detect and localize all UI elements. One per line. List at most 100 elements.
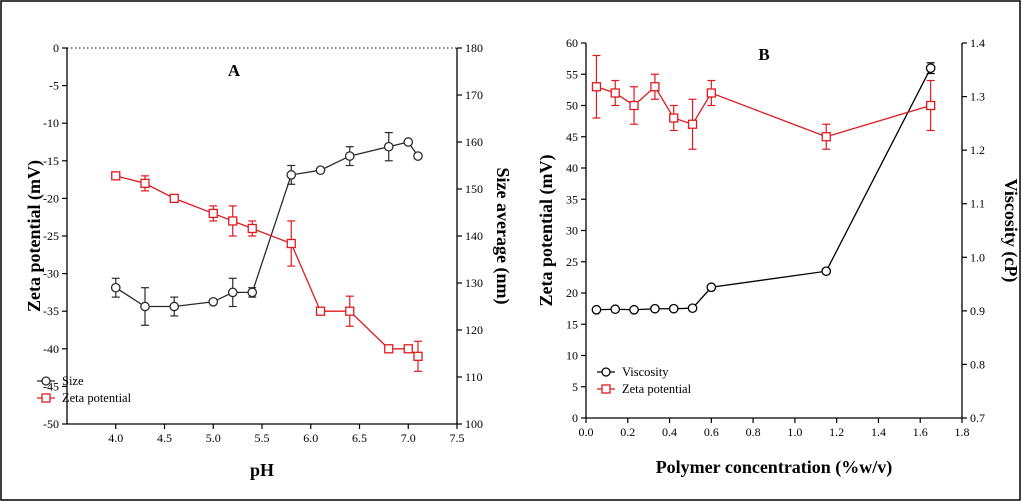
y-left-tick-label: 0 xyxy=(572,411,578,425)
series-square xyxy=(111,171,423,372)
series-circle xyxy=(110,132,423,326)
y-left-tick-label: -15 xyxy=(43,154,59,168)
x-tick-label: 5.5 xyxy=(255,431,270,445)
x-tick-label: 1.6 xyxy=(913,425,928,439)
data-point-square xyxy=(169,193,179,204)
legend-label: Viscosity xyxy=(622,365,669,379)
legend-marker-square xyxy=(41,393,51,403)
y-left-tick-label: 30 xyxy=(566,224,578,238)
y-left-tick-label: 15 xyxy=(566,317,578,331)
legend-entry: Zeta potential xyxy=(37,391,132,405)
x-tick-label: 6.0 xyxy=(303,431,318,445)
data-point-circle xyxy=(629,304,639,315)
x-tick-label: 5.0 xyxy=(206,431,221,445)
series-circle xyxy=(591,62,936,315)
data-point-circle xyxy=(383,141,394,152)
data-point-square xyxy=(345,306,355,316)
y-left-tick-label: 40 xyxy=(566,161,578,175)
y-left-tick-label: -40 xyxy=(43,342,59,356)
data-point-square xyxy=(208,208,218,219)
data-point-circle xyxy=(247,287,258,298)
x-tick-label: 6.5 xyxy=(352,431,367,445)
panel-a: 0-5-10-15-20-25-30-35-40-45-501801701601… xyxy=(24,41,513,480)
y-right-axis-title: Viscosity (cP) xyxy=(1000,179,1021,283)
x-tick-label: 0.2 xyxy=(620,425,635,439)
data-point-square xyxy=(413,351,423,361)
y-left-tick-label: -25 xyxy=(43,229,59,243)
data-point-square xyxy=(821,132,831,142)
y-right-tick-label: 120 xyxy=(465,323,483,337)
y-right-tick-label: 0.7 xyxy=(970,411,985,425)
data-point-circle xyxy=(821,266,832,277)
data-point-square xyxy=(403,344,413,354)
data-point-square xyxy=(315,306,326,316)
y-left-tick-label: -5 xyxy=(49,79,59,93)
data-point-square xyxy=(669,113,679,123)
data-point-square xyxy=(650,82,660,92)
x-axis-title: pH xyxy=(250,460,274,480)
x-axis-title: Polymer concentration (%w/v) xyxy=(656,457,893,478)
y-left-tick-label: 25 xyxy=(566,255,578,269)
legend-entry: Viscosity xyxy=(597,365,669,379)
data-point-circle xyxy=(344,151,355,161)
y-left-tick-label: 50 xyxy=(566,99,578,113)
legend-label: Size xyxy=(62,374,84,388)
x-tick-label: 1.4 xyxy=(871,425,886,439)
y-right-tick-label: 1.1 xyxy=(970,197,985,211)
data-point-circle xyxy=(403,137,414,147)
y-right-tick-label: 0.8 xyxy=(970,357,985,371)
x-tick-label: 0.4 xyxy=(662,425,677,439)
x-tick-label: 1.0 xyxy=(787,425,802,439)
x-tick-label: 1.2 xyxy=(829,425,844,439)
legend-entry: Size xyxy=(37,374,84,388)
y-left-axis-title: Zeta potential (mV) xyxy=(24,160,45,312)
y-left-tick-label: -50 xyxy=(43,417,59,431)
y-right-tick-label: 0.9 xyxy=(970,304,985,318)
y-left-tick-label: -20 xyxy=(43,191,59,205)
y-right-tick-label: 100 xyxy=(465,417,483,431)
x-tick-label: 4.0 xyxy=(108,431,123,445)
y-right-tick-label: 180 xyxy=(465,41,483,55)
data-point-square xyxy=(228,216,238,226)
x-tick-label: 4.5 xyxy=(157,431,172,445)
legend-marker-circle xyxy=(41,376,51,386)
x-tick-label: 7.5 xyxy=(450,431,465,445)
data-point-square xyxy=(384,344,394,354)
y-left-tick-label: -10 xyxy=(43,116,59,130)
legend-marker-circle xyxy=(601,367,611,377)
y-right-tick-label: 140 xyxy=(465,229,483,243)
data-point-circle xyxy=(110,282,121,293)
y-right-axis-title: Size average (nm) xyxy=(492,168,513,305)
y-left-tick-label: -30 xyxy=(43,267,59,281)
legend-label: Zeta potential xyxy=(622,382,692,396)
y-left-tick-label: 0 xyxy=(53,41,59,55)
data-point-square xyxy=(140,178,150,189)
panel-letter: B xyxy=(758,45,769,64)
data-point-circle xyxy=(668,303,679,314)
y-left-tick-label: 10 xyxy=(566,349,578,363)
data-point-square xyxy=(591,82,602,92)
y-left-tick-label: 5 xyxy=(572,380,578,394)
legend-entry: Zeta potential xyxy=(597,382,692,396)
y-right-tick-label: 1.0 xyxy=(970,250,985,264)
data-point-circle xyxy=(315,165,326,176)
y-right-tick-label: 160 xyxy=(465,135,483,149)
x-tick-label: 0.0 xyxy=(579,425,594,439)
data-point-circle xyxy=(650,303,660,314)
y-left-tick-label: 35 xyxy=(566,192,578,206)
data-point-square xyxy=(111,171,121,181)
x-tick-label: 1.8 xyxy=(955,425,970,439)
y-right-tick-label: 1.4 xyxy=(970,36,985,50)
data-point-circle xyxy=(706,282,717,293)
y-left-tick-label: 60 xyxy=(566,36,578,50)
data-point-circle xyxy=(140,301,150,312)
data-point-circle xyxy=(227,287,238,298)
data-point-circle xyxy=(413,151,423,161)
panel-letter: A xyxy=(228,61,241,80)
y-left-tick-label: -35 xyxy=(43,304,59,318)
x-tick-label: 0.6 xyxy=(704,425,719,439)
data-point-circle xyxy=(610,304,621,315)
data-point-circle xyxy=(591,304,602,315)
